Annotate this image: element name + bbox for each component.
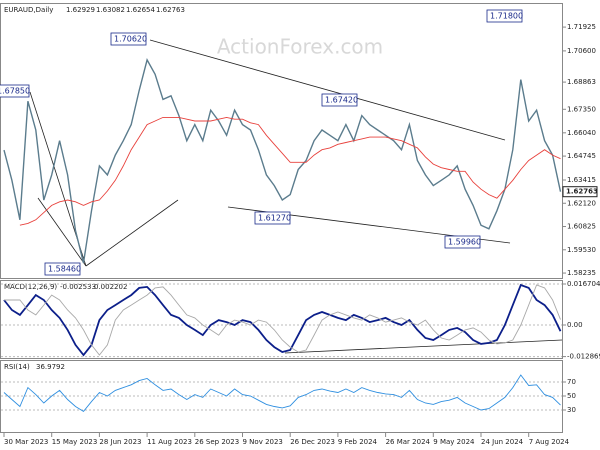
level-label: 1.59960	[448, 238, 481, 247]
x-tick-label: 15 May 2023	[52, 438, 98, 446]
x-tick-label: 30 Mar 2023	[4, 438, 48, 446]
level-label: 1.67420	[325, 96, 358, 105]
x-tick-label: 26 Sep 2023	[195, 438, 239, 446]
rsi-value: 36.9792	[36, 363, 65, 371]
trendline	[149, 39, 506, 141]
macd-panel	[0, 280, 563, 359]
y-tick-label: 1.71925	[567, 23, 596, 31]
symbol: EURAUD,Daily	[4, 6, 53, 14]
close: 1.62763	[156, 6, 185, 14]
level-box	[321, 93, 358, 107]
open: 1.62929	[66, 6, 95, 14]
y-tick-label: 1.58235	[567, 269, 596, 277]
level-box	[254, 211, 291, 225]
level-box	[44, 262, 81, 276]
trendline	[37, 197, 87, 267]
low: 1.62654	[126, 6, 155, 14]
y-tick-label: 1.59530	[567, 246, 596, 254]
y-tick-label: 1.62120	[567, 199, 596, 207]
x-tick-label: 24 Jun 2024	[481, 438, 524, 446]
level-box	[0, 84, 30, 98]
trendline	[85, 199, 179, 267]
series-line	[3, 374, 561, 412]
y-tick-label: 1.70600	[567, 47, 596, 55]
series-line	[19, 116, 561, 226]
price-box	[562, 186, 598, 198]
price-panel	[0, 3, 563, 279]
x-tick-label: 26 Dec 2023	[290, 438, 335, 446]
y-tick-label: 1.66040	[567, 129, 596, 137]
y-tick-label: 0.016704	[567, 280, 600, 288]
x-tick-label: 9 Feb 2024	[338, 438, 378, 446]
y-tick-label: 1.63415	[567, 176, 596, 184]
trendline	[284, 339, 563, 354]
y-tick-label: 1.67350	[567, 105, 596, 113]
price-label: 1.62763	[566, 188, 598, 196]
level-box	[444, 235, 481, 249]
level-box	[110, 32, 147, 46]
y-tick-label: 70	[567, 378, 576, 386]
y-tick-label: 30	[567, 406, 576, 414]
series-line	[3, 58, 562, 264]
x-tick-label: 9 Nov 2023	[243, 438, 283, 446]
x-tick-label: 28 Jun 2023	[99, 438, 141, 446]
level-label: 1.67850	[0, 87, 30, 96]
watermark: ActionForex.com	[217, 35, 383, 59]
x-tick-label: 26 Mar 2024	[386, 438, 431, 446]
level-label: 1.58460	[48, 265, 81, 274]
x-tick-label: 9 May 2024	[433, 438, 475, 446]
high: 1.63082	[96, 6, 125, 14]
series-line	[4, 284, 561, 356]
macd-value: -0.002533	[60, 283, 96, 291]
series-line	[3, 283, 562, 357]
level-label: 1.70620	[114, 35, 147, 44]
macd-title: MACD(12,26,9)	[4, 283, 57, 291]
x-tick-label: 7 Aug 2024	[529, 438, 570, 446]
level-box	[486, 9, 523, 23]
level-label: 1.61270	[258, 214, 291, 223]
rsi-title: RSI(14)	[4, 363, 30, 371]
y-tick-label: 50	[567, 392, 576, 400]
y-tick-label: -0.012869	[567, 353, 600, 361]
y-tick-label: 1.64745	[567, 152, 596, 160]
y-tick-label: 1.60825	[567, 223, 596, 231]
y-tick-label: 0.00	[567, 321, 583, 329]
y-tick-label: 1.68863	[567, 78, 596, 86]
x-tick-label: 11 Aug 2023	[147, 438, 192, 446]
signal-value: 0.002202	[94, 283, 127, 291]
level-label: 1.71800	[490, 12, 523, 21]
